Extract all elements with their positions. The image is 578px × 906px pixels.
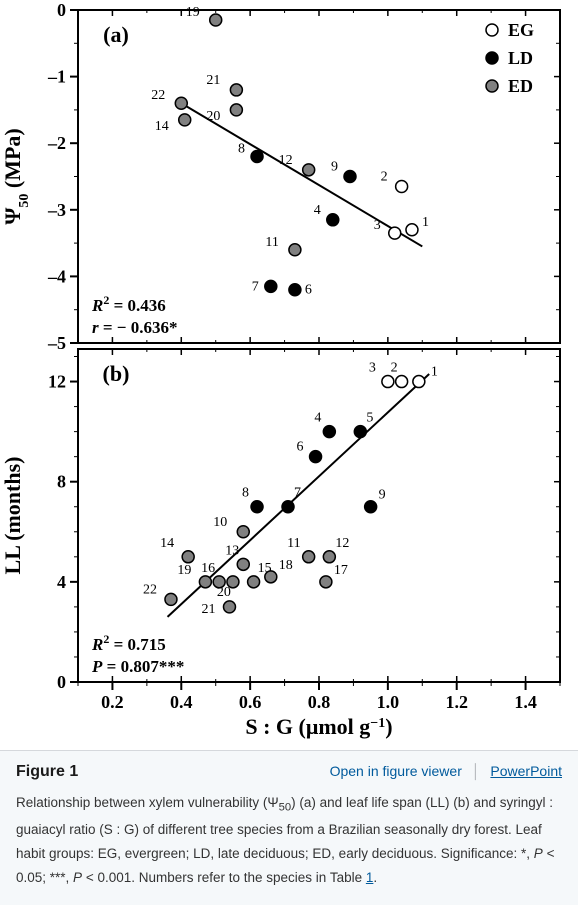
svg-text:12: 12 xyxy=(48,372,66,392)
svg-text:3: 3 xyxy=(369,361,376,376)
svg-text:10: 10 xyxy=(213,515,227,530)
svg-text:2: 2 xyxy=(381,169,388,184)
svg-text:–5: –5 xyxy=(47,333,66,353)
svg-text:21: 21 xyxy=(201,602,215,617)
svg-text:R2 = 0.715: R2 = 0.715 xyxy=(91,632,166,654)
svg-text:20: 20 xyxy=(206,109,220,124)
svg-text:R2 = 0.436: R2 = 0.436 xyxy=(91,293,166,315)
svg-text:11: 11 xyxy=(287,536,300,551)
svg-text:S : G (μmol g−1): S : G (μmol g−1) xyxy=(245,714,392,739)
svg-text:5: 5 xyxy=(366,411,373,426)
svg-text:–4: –4 xyxy=(47,266,66,286)
svg-text:11: 11 xyxy=(265,235,278,250)
svg-text:1.0: 1.0 xyxy=(377,692,400,712)
link-separator: │ xyxy=(472,763,481,779)
svg-text:7: 7 xyxy=(252,279,259,294)
svg-text:22: 22 xyxy=(143,582,157,597)
figure-label: Figure 1 xyxy=(16,763,78,781)
svg-text:EG: EG xyxy=(508,20,534,40)
svg-text:0.4: 0.4 xyxy=(170,692,193,712)
svg-text:1.2: 1.2 xyxy=(445,692,468,712)
figure-caption: Relationship between xylem vulnerability… xyxy=(16,791,562,889)
svg-text:0: 0 xyxy=(57,672,66,692)
svg-text:6: 6 xyxy=(297,440,304,455)
figure-links: Open in figure viewer │ PowerPoint xyxy=(330,763,562,779)
svg-text:7: 7 xyxy=(294,486,301,501)
svg-text:1.4: 1.4 xyxy=(514,692,537,712)
svg-text:4: 4 xyxy=(314,411,321,426)
svg-text:18: 18 xyxy=(279,558,293,573)
svg-text:(b): (b) xyxy=(103,361,130,386)
svg-text:19: 19 xyxy=(186,5,200,20)
svg-text:2: 2 xyxy=(391,361,398,376)
svg-text:8: 8 xyxy=(242,486,249,501)
svg-text:1: 1 xyxy=(431,365,438,380)
svg-text:(a): (a) xyxy=(103,22,129,47)
svg-text:8: 8 xyxy=(57,472,66,492)
svg-text:19: 19 xyxy=(177,563,191,578)
svg-text:Ψ50 (MPa): Ψ50 (MPa) xyxy=(0,128,32,225)
svg-text:4: 4 xyxy=(314,203,321,218)
figure-footer-row: Figure 1 Open in figure viewer │ PowerPo… xyxy=(16,763,562,781)
svg-text:LD: LD xyxy=(508,48,533,68)
svg-text:17: 17 xyxy=(334,563,348,578)
svg-text:12: 12 xyxy=(279,153,293,168)
svg-text:0: 0 xyxy=(57,0,66,20)
svg-text:6: 6 xyxy=(305,283,312,298)
svg-text:13: 13 xyxy=(225,543,239,558)
svg-text:LL (months): LL (months) xyxy=(0,457,25,575)
table-1-link[interactable]: 1 xyxy=(366,870,374,885)
svg-text:9: 9 xyxy=(331,160,338,175)
figure-container: –5–4–3–2–101234678911121419202122(a)R2 =… xyxy=(0,0,578,905)
svg-text:0.2: 0.2 xyxy=(101,692,124,712)
svg-text:14: 14 xyxy=(160,536,174,551)
svg-text:14: 14 xyxy=(155,119,169,134)
chart-area: –5–4–3–2–101234678911121419202122(a)R2 =… xyxy=(0,0,578,750)
svg-text:22: 22 xyxy=(151,88,165,103)
scatter-chart-svg: –5–4–3–2–101234678911121419202122(a)R2 =… xyxy=(0,0,578,750)
svg-text:P = 0.807***: P = 0.807*** xyxy=(91,657,184,676)
svg-text:12: 12 xyxy=(335,536,349,551)
svg-text:4: 4 xyxy=(57,572,66,592)
svg-text:0.6: 0.6 xyxy=(239,692,262,712)
open-viewer-link[interactable]: Open in figure viewer xyxy=(330,763,462,779)
svg-text:1: 1 xyxy=(422,215,429,230)
svg-text:0.8: 0.8 xyxy=(308,692,331,712)
svg-text:16: 16 xyxy=(201,561,215,576)
svg-text:r = − 0.636*: r = − 0.636* xyxy=(92,318,178,337)
svg-text:8: 8 xyxy=(238,142,245,157)
svg-text:–3: –3 xyxy=(47,200,66,220)
svg-text:3: 3 xyxy=(374,218,381,233)
svg-text:–1: –1 xyxy=(47,67,66,87)
svg-text:–2: –2 xyxy=(47,133,66,153)
figure-footer: Figure 1 Open in figure viewer │ PowerPo… xyxy=(0,750,578,905)
powerpoint-link[interactable]: PowerPoint xyxy=(490,763,562,779)
svg-text:ED: ED xyxy=(508,76,533,96)
svg-text:21: 21 xyxy=(206,73,220,88)
svg-text:20: 20 xyxy=(217,585,231,600)
svg-text:9: 9 xyxy=(379,488,386,503)
